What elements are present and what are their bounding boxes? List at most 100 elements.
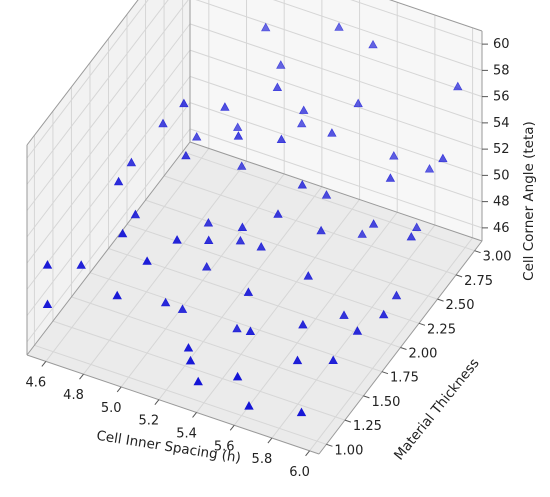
grid-line-y <box>52 320 346 421</box>
x-axis-label: Cell Inner Spacing (h) <box>95 428 242 467</box>
tick-mark <box>305 450 310 457</box>
data-point <box>158 118 168 128</box>
data-point <box>193 376 203 386</box>
x-tick-label: 4.8 <box>63 388 84 403</box>
grid-line-z <box>26 128 191 343</box>
data-point <box>406 231 417 241</box>
grid-line-z <box>189 23 483 124</box>
z-tick-label: 60 <box>493 37 510 52</box>
data-point <box>232 323 242 333</box>
x-tick-label: 5.8 <box>252 452 273 467</box>
data-point <box>235 235 246 245</box>
data-point <box>232 122 243 131</box>
grid-line-z <box>26 0 149 159</box>
data-point <box>438 153 448 163</box>
data-point <box>142 256 152 265</box>
grid-line-z <box>189 49 483 150</box>
z-tick-label: 46 <box>493 221 510 236</box>
pane-edge <box>189 141 483 242</box>
tick-mark <box>363 395 370 399</box>
grid-line-y <box>108 248 401 348</box>
grid-line-y <box>71 296 364 397</box>
tick-mark <box>41 361 47 367</box>
data-point <box>203 217 214 227</box>
tick-mark <box>344 419 352 423</box>
data-point <box>328 355 338 365</box>
y-tick-label: 3.00 <box>483 250 512 265</box>
x-tick-label: 6.0 <box>289 465 310 480</box>
back-pane <box>190 0 482 241</box>
data-point <box>179 98 189 108</box>
grid-line-z <box>195 0 483 98</box>
y-tick-label: 2.25 <box>427 322 456 337</box>
z-tick-label: 58 <box>493 63 510 78</box>
pane-edge <box>26 0 139 146</box>
data-point <box>296 407 307 417</box>
grid-line-z <box>26 49 191 264</box>
data-point <box>272 82 283 91</box>
y-tick-label: 1.25 <box>353 419 382 434</box>
tick-mark <box>267 437 273 444</box>
grid-line-z <box>26 0 189 211</box>
tick-mark <box>400 347 407 350</box>
data-point <box>391 290 402 300</box>
data-point <box>378 309 389 319</box>
z-axis-label: Cell Corner Angle (teta) <box>521 121 537 281</box>
data-point <box>276 134 287 143</box>
data-point <box>177 304 188 313</box>
data-point <box>191 131 202 141</box>
data-point <box>236 161 247 170</box>
tick-mark <box>418 322 426 326</box>
data-point <box>389 150 399 160</box>
grid-line-z <box>26 23 191 238</box>
grid-line-y <box>145 199 438 300</box>
data-point <box>42 299 53 309</box>
z-tick-label: 50 <box>493 168 510 183</box>
pane-edge <box>26 141 191 356</box>
data-point <box>201 261 212 271</box>
x-axis-line <box>26 354 320 455</box>
x-tick-label: 5.2 <box>139 414 160 429</box>
y-tick-label: 1.50 <box>371 395 400 410</box>
pane-edge <box>389 0 483 32</box>
data-point <box>352 326 363 335</box>
tick-mark <box>455 274 463 278</box>
data-point <box>185 355 196 365</box>
data-point <box>368 219 379 228</box>
grid-line-z <box>350 0 483 45</box>
z-tick-label: 54 <box>493 116 510 131</box>
data-point <box>368 39 378 49</box>
grid-line-y <box>34 344 327 445</box>
grid-line-y <box>182 151 475 252</box>
data-point <box>316 225 326 235</box>
grid-line-z <box>26 0 169 185</box>
data-point <box>244 401 254 410</box>
data-point <box>256 241 266 251</box>
data-point <box>117 228 128 238</box>
chart-tick-labels: 4.6 4.8 5.0 5.2 5.4 5.6 5.8 6.0 1.00 1.25 1.50 1.75… <box>25 37 511 480</box>
tick-mark <box>326 443 333 447</box>
data-point <box>42 260 53 269</box>
tick-mark <box>381 371 389 375</box>
tick-mark <box>79 373 84 380</box>
data-point <box>298 319 308 329</box>
data-point <box>160 297 171 307</box>
tick-mark <box>229 424 235 431</box>
grid-line-z <box>189 75 483 176</box>
data-point <box>130 209 141 219</box>
data-point <box>243 287 254 296</box>
grid-line-z <box>189 128 483 229</box>
data-point <box>113 176 124 186</box>
y-tick-label: 2.00 <box>409 347 438 362</box>
y-tick-label: 2.75 <box>464 274 493 289</box>
data-point <box>334 22 344 31</box>
data-point <box>276 60 286 69</box>
tick-mark <box>192 412 197 418</box>
data-point <box>297 179 308 189</box>
data-point <box>76 260 86 269</box>
data-point <box>327 128 337 137</box>
z-tick-label: 48 <box>493 195 510 210</box>
grid-line-z <box>26 102 191 316</box>
